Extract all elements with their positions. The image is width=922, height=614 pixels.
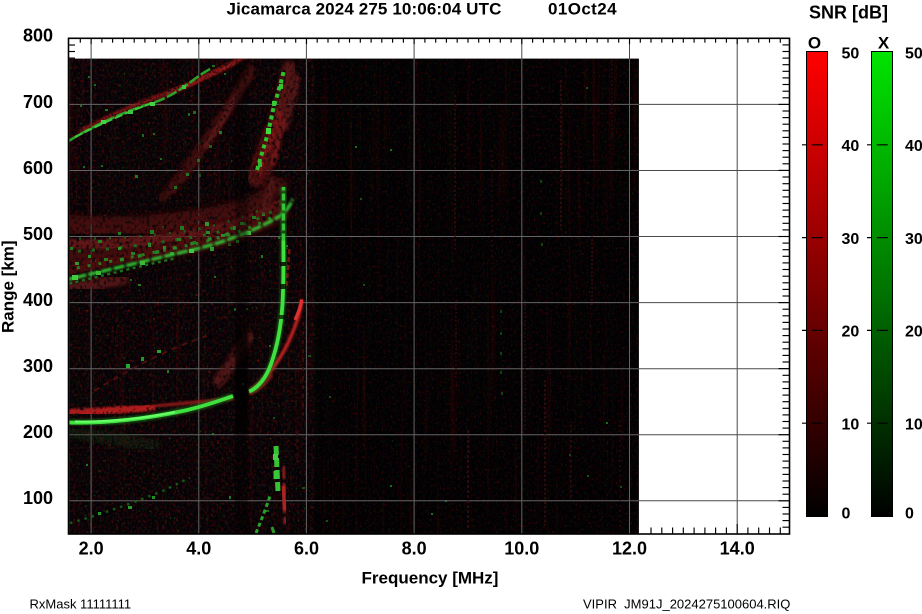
svg-text:300: 300 xyxy=(23,356,53,376)
svg-text:8.0: 8.0 xyxy=(402,539,427,559)
svg-text:0: 0 xyxy=(905,506,914,523)
svg-text:50: 50 xyxy=(842,45,860,62)
svg-text:30: 30 xyxy=(842,231,860,248)
svg-text:X: X xyxy=(878,34,890,53)
svg-text:40: 40 xyxy=(905,138,922,155)
svg-text:14.0: 14.0 xyxy=(720,539,755,559)
svg-text:0: 0 xyxy=(842,506,851,523)
svg-text:VIPIR JM91J_2024275100604.RIQ: VIPIR JM91J_2024275100604.RIQ xyxy=(583,597,790,612)
svg-text:Frequency [MHz]: Frequency [MHz] xyxy=(362,569,499,588)
svg-text:40: 40 xyxy=(842,138,860,155)
svg-text:800: 800 xyxy=(23,26,53,46)
svg-text:12.0: 12.0 xyxy=(612,539,647,559)
svg-text:10.0: 10.0 xyxy=(504,539,539,559)
svg-text:4.0: 4.0 xyxy=(186,539,211,559)
svg-text:10: 10 xyxy=(842,417,860,434)
svg-text:30: 30 xyxy=(905,231,922,248)
svg-text:50: 50 xyxy=(905,45,922,62)
svg-text:10: 10 xyxy=(905,417,922,434)
svg-text:Jicamarca 2024 275 10:06:04 UT: Jicamarca 2024 275 10:06:04 UTC xyxy=(227,0,502,19)
svg-text:6.0: 6.0 xyxy=(294,539,319,559)
svg-text:100: 100 xyxy=(23,488,53,508)
svg-text:01Oct24: 01Oct24 xyxy=(548,0,617,19)
svg-text:Range [km]: Range [km] xyxy=(0,240,18,333)
svg-text:O: O xyxy=(808,34,821,53)
svg-text:2.0: 2.0 xyxy=(79,539,104,559)
svg-text:20: 20 xyxy=(905,324,922,341)
svg-text:600: 600 xyxy=(23,158,53,178)
svg-text:700: 700 xyxy=(23,92,53,112)
svg-text:200: 200 xyxy=(23,422,53,442)
svg-text:500: 500 xyxy=(23,224,53,244)
svg-text:SNR [dB]: SNR [dB] xyxy=(809,3,888,23)
svg-text:20: 20 xyxy=(842,324,860,341)
svg-text:400: 400 xyxy=(23,290,53,310)
svg-text:RxMask 11111111: RxMask 11111111 xyxy=(30,597,132,612)
